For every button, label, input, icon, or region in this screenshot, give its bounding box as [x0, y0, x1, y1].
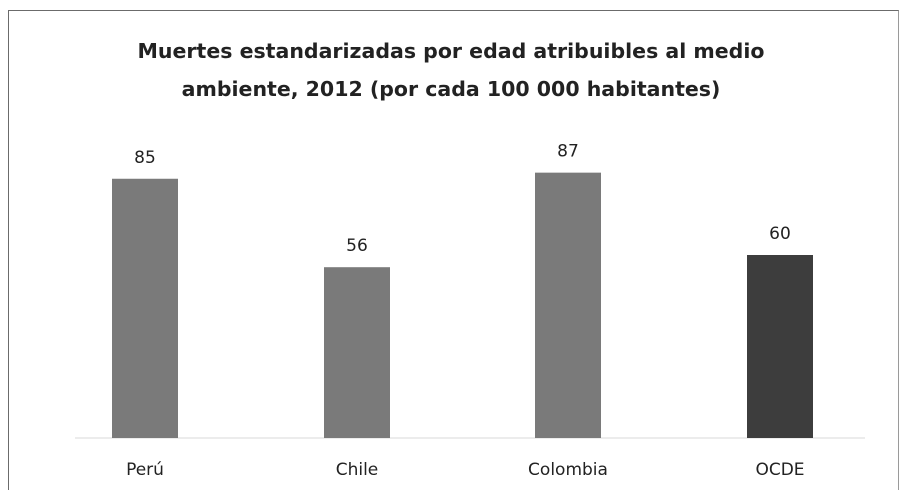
category-label: Perú [126, 460, 164, 480]
value-label: 56 [346, 236, 368, 256]
chart-frame [8, 10, 899, 490]
value-label: 87 [557, 142, 579, 162]
bar-colombia [535, 172, 601, 438]
category-label: Chile [336, 460, 379, 480]
category-label: Colombia [528, 460, 608, 480]
value-label: 60 [769, 224, 791, 244]
bar-per- [112, 178, 178, 438]
category-label: OCDE [755, 460, 804, 480]
chart-title-line-1: Muertes estandarizadas por edad atribuib… [138, 39, 765, 63]
chart-title-line-2: ambiente, 2012 (por cada 100 000 habitan… [182, 77, 721, 101]
bar-chile [324, 267, 390, 438]
value-label: 85 [134, 148, 156, 168]
value-labels-group: 85 56 87 60 [134, 142, 791, 257]
bars-group [112, 172, 813, 438]
category-labels-group: Perú Chile Colombia OCDE [126, 460, 804, 480]
bar-ocde [747, 255, 813, 438]
